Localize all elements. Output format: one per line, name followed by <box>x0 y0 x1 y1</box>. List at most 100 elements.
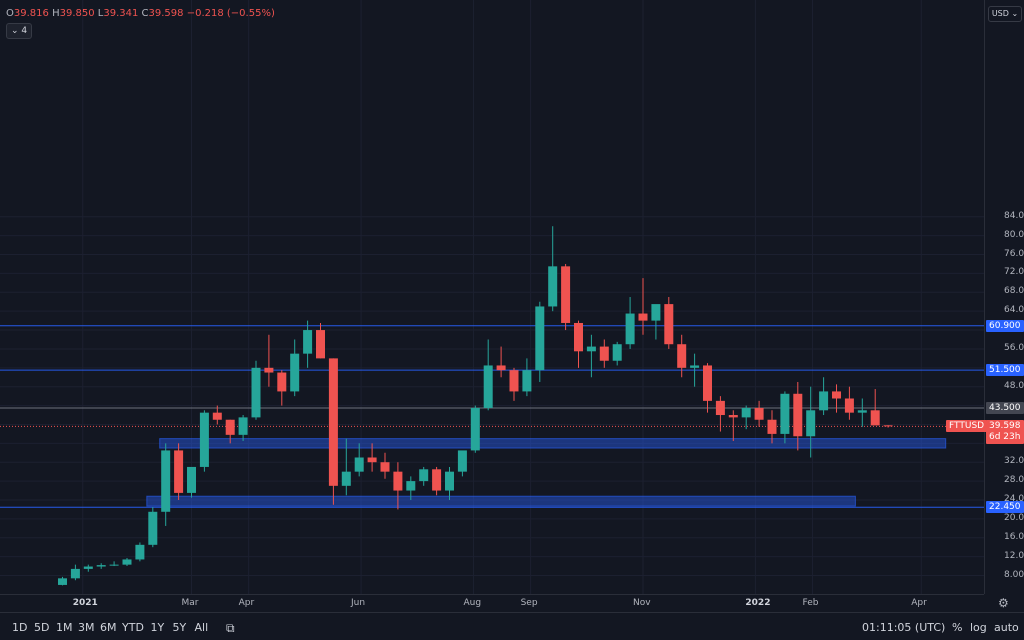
candle <box>715 396 725 432</box>
candle <box>741 405 751 430</box>
candle <box>341 438 351 496</box>
time-tick-label: 2021 <box>72 598 98 608</box>
candle-body <box>96 565 106 567</box>
timeframe-button-6m[interactable]: 6M <box>100 621 117 634</box>
candle-body <box>109 564 119 566</box>
candle <box>380 452 390 479</box>
candle-body <box>651 304 661 321</box>
candle <box>535 301 545 382</box>
candle <box>58 576 67 586</box>
last-price-value: 39.598 <box>989 421 1021 432</box>
candle-body <box>354 457 364 472</box>
candle-body <box>148 511 158 545</box>
candle <box>290 339 300 397</box>
candle-body <box>174 450 184 493</box>
timeframe-button-5d[interactable]: 5D <box>34 621 50 634</box>
candle-body <box>715 400 725 416</box>
candle-body <box>703 365 712 401</box>
candle-body <box>728 415 738 418</box>
candle-body <box>483 365 493 408</box>
close-label: C <box>141 8 149 19</box>
auto-toggle[interactable]: auto <box>994 621 1019 634</box>
candle <box>109 561 119 567</box>
candle <box>238 415 248 441</box>
timeframe-button-1m[interactable]: 1M <box>56 621 73 634</box>
candlestick-chart[interactable] <box>0 0 984 594</box>
timeframe-button-ytd[interactable]: YTD <box>122 621 144 634</box>
price-level-tag: 22.450 <box>986 501 1024 514</box>
candle-body <box>625 313 635 345</box>
high-label: H <box>52 8 60 19</box>
chart-plot-area[interactable] <box>0 0 984 594</box>
candle-body <box>780 393 790 434</box>
price-tick-label: 84.000 <box>1004 210 1024 221</box>
price-tick-label: 16.000 <box>1004 531 1024 542</box>
candle-body <box>238 417 248 435</box>
candle-body <box>522 370 532 392</box>
time-tick-label: 2022 <box>745 598 771 608</box>
candle-body <box>496 365 506 371</box>
candle-body <box>561 266 571 323</box>
candle <box>251 360 261 420</box>
time-tick-label: Nov <box>633 598 651 608</box>
candle-body <box>406 481 416 491</box>
candle-body <box>677 344 687 368</box>
price-tick-label: 28.000 <box>1004 475 1024 486</box>
candle <box>367 443 377 472</box>
chevron-down-icon: ⌄ <box>11 26 19 36</box>
bottom-toolbar: 1D 5D 1M 3M 6M YTD 1Y 5Y All ⧉ 01:11:05 (UTC) % … <box>0 612 1024 640</box>
time-tick-label: Feb <box>802 598 819 608</box>
candle-body <box>638 313 648 321</box>
timeframe-button-1d[interactable]: 1D <box>12 621 28 634</box>
currency-selector[interactable]: USD ⌄ <box>988 6 1022 22</box>
candle <box>96 563 106 569</box>
timeframe-button-1y[interactable]: 1Y <box>150 621 165 634</box>
gear-icon[interactable]: ⚙ <box>998 596 1009 610</box>
candle <box>806 386 816 458</box>
price-tick-label: 8.000 <box>1004 569 1024 580</box>
candle <box>548 226 558 312</box>
candle-body <box>806 410 816 437</box>
candle-body <box>58 578 67 585</box>
candle-body <box>135 544 145 560</box>
time-tick-label: Mar <box>181 598 199 608</box>
candle <box>703 363 712 413</box>
candle <box>445 466 454 500</box>
candle <box>561 263 571 331</box>
candle <box>690 353 700 387</box>
candle <box>754 400 764 427</box>
price-tick-label: 48.000 <box>1004 380 1024 391</box>
candle-body <box>187 466 196 493</box>
candle-body <box>457 450 467 472</box>
price-tick-label: 68.000 <box>1004 286 1024 297</box>
clock-display[interactable]: 01:11:05 (UTC) <box>862 621 946 634</box>
candle-body <box>832 391 841 399</box>
price-axis[interactable] <box>984 0 1024 594</box>
candle <box>728 410 738 441</box>
timeframe-button-3m[interactable]: 3M <box>78 621 95 634</box>
candle-body <box>328 358 338 486</box>
candle-body <box>857 410 867 413</box>
time-axis[interactable] <box>0 594 984 612</box>
candle <box>70 564 80 581</box>
support-zone <box>159 438 947 449</box>
indicators-toggle[interactable]: ⌄ 4 <box>6 23 33 39</box>
candle <box>612 341 622 366</box>
candle <box>586 334 596 378</box>
timeframe-button-5y[interactable]: 5Y <box>172 621 187 634</box>
percent-toggle[interactable]: % <box>952 621 963 634</box>
candle <box>161 443 171 526</box>
candle <box>677 334 687 378</box>
timeframe-button-all[interactable]: All <box>194 621 209 634</box>
candle <box>664 297 674 349</box>
price-tick-label: 24.000 <box>1004 493 1024 504</box>
calendar-icon[interactable]: ⧉ <box>226 621 235 635</box>
candle-body <box>303 330 313 354</box>
time-tick-label: Apr <box>911 598 927 608</box>
candle <box>187 466 196 498</box>
candle <box>883 425 893 428</box>
candle-body <box>277 372 287 392</box>
open-value: 39.816 <box>13 8 49 19</box>
candle-body <box>548 266 558 307</box>
log-toggle[interactable]: log <box>970 621 987 634</box>
